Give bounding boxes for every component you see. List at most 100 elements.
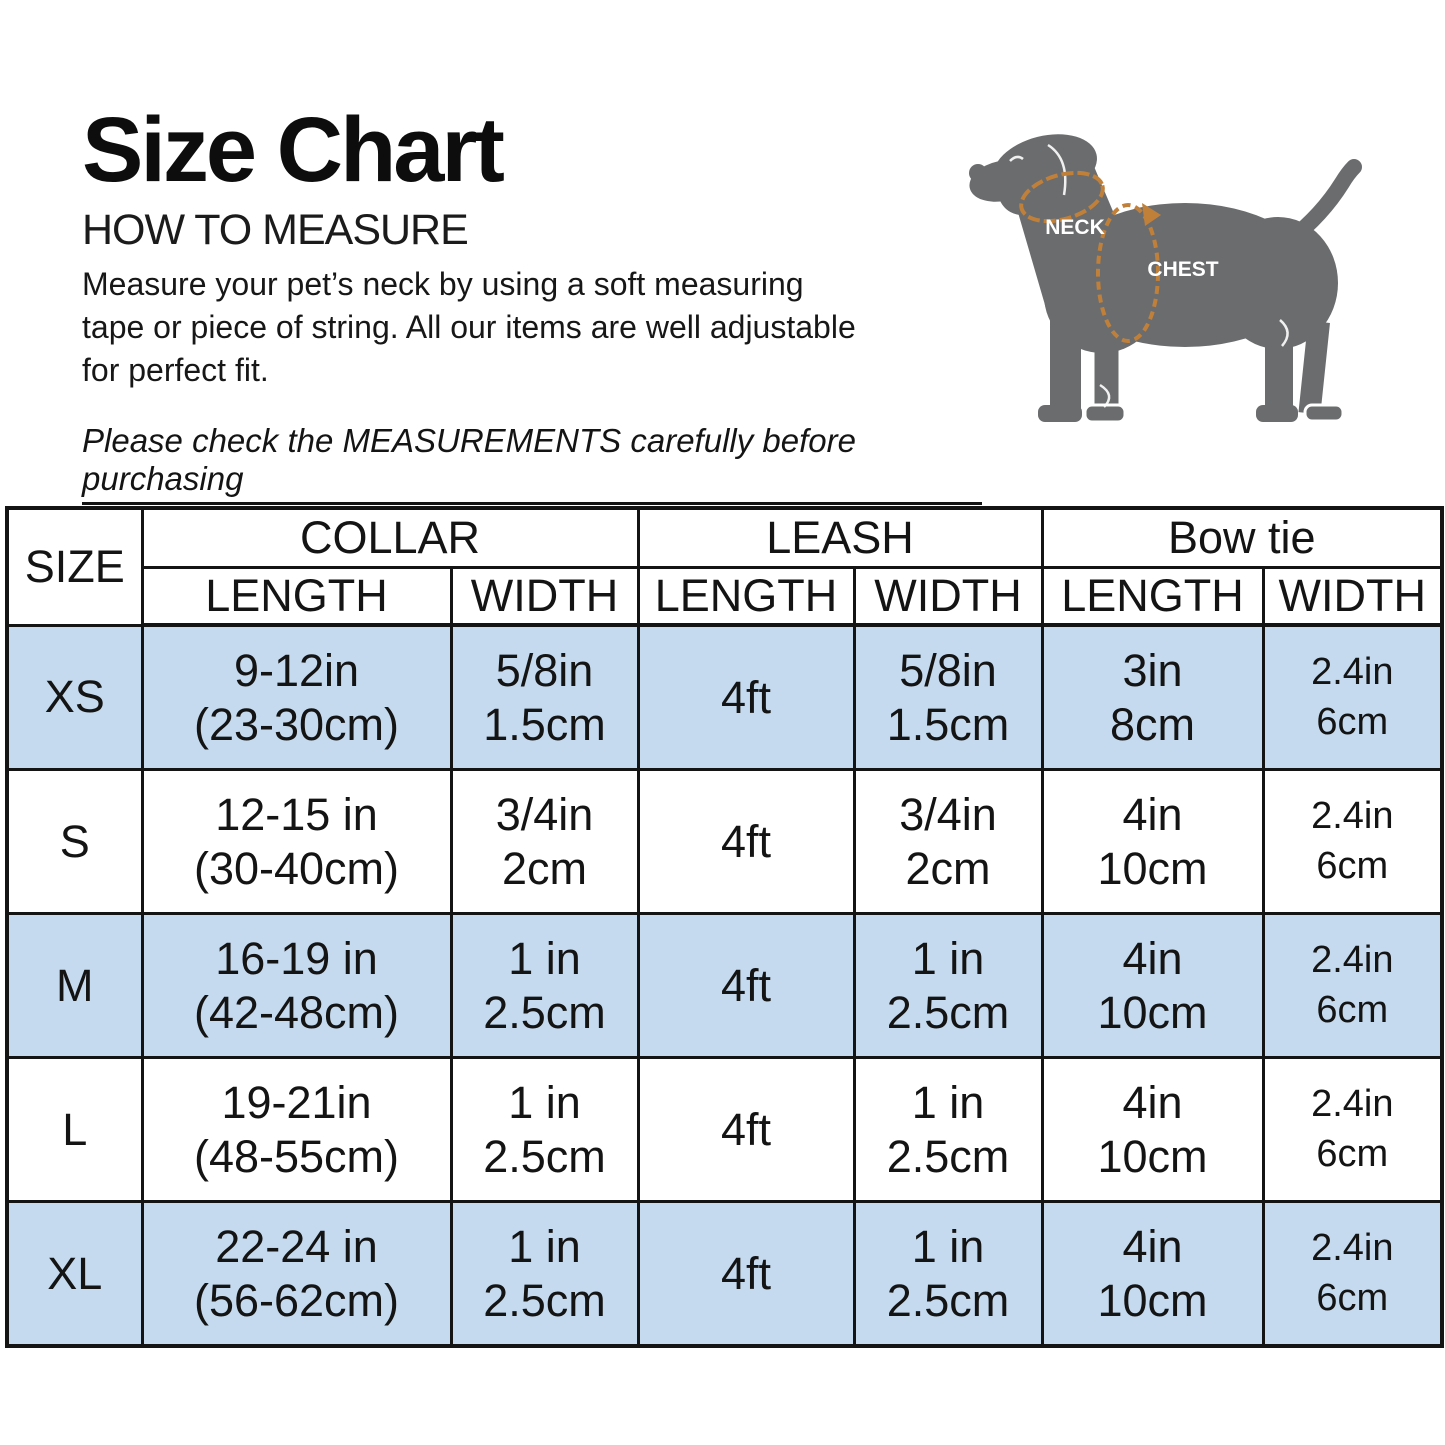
bowtie-width-cell: 2.4in 6cm (1261, 768, 1444, 915)
value-in: 5/8in (899, 644, 997, 696)
header-collar-length: LENGTH (140, 566, 453, 627)
value-in: 3/4in (495, 788, 594, 840)
leash-width-cell: 1 in 2.5cm (852, 1056, 1044, 1203)
collar-width-cell: 5/8in 1.5cm (449, 623, 640, 771)
value-in: 3in (1122, 644, 1183, 696)
size-cell: M (5, 912, 144, 1059)
collar-width-cell: 1 in 2.5cm (449, 1056, 640, 1203)
value-in: 16-19 in (215, 932, 378, 984)
header-bowtie-length: LENGTH (1040, 566, 1265, 627)
leash-width-cell: 5/8in 1.5cm (852, 623, 1044, 771)
table-row-xs: XS 9-12in (23-30cm) 5/8in 1.5cm 4ft 5/8i… (5, 623, 1444, 771)
value-cm: 10cm (1097, 1130, 1208, 1182)
value-in: 3/4in (899, 788, 997, 840)
dog-nose (969, 164, 987, 182)
dog-haunch (1218, 217, 1338, 349)
value-in: 5/8in (495, 644, 594, 696)
dog-front-near-paw (1038, 405, 1082, 422)
value-in: 19-21in (221, 1076, 372, 1128)
measurement-note: Please check the MEASUREMENTS carefully … (82, 422, 982, 505)
dog-front-near-leg (1050, 305, 1081, 417)
bowtie-width-cell: 2.4in 6cm (1261, 1056, 1444, 1203)
bowtie-width-cell: 2.4in 6cm (1261, 623, 1444, 771)
collar-length-cell: 22-24 in (56-62cm) (140, 1200, 453, 1348)
size-cell: L (5, 1056, 144, 1203)
description-line: tape or piece of string. All our items a… (82, 309, 856, 345)
collar-width-cell: 3/4in 2cm (449, 768, 640, 915)
chest-measure-ellipse (1096, 203, 1160, 343)
collar-length-cell: 16-19 in (42-48cm) (140, 912, 453, 1059)
neck-measure-ellipse (1019, 170, 1105, 224)
value-cm: (23-30cm) (193, 698, 400, 750)
header-bowtie-width: WIDTH (1261, 566, 1444, 627)
value-in: 1 in (911, 1220, 985, 1272)
table-header-row-groups: SIZE COLLAR LEASH Bow tie (5, 506, 1444, 627)
value-cm: 2cm (502, 842, 588, 894)
description-line: for perfect fit. (82, 352, 269, 388)
value-in: 1 in (508, 1220, 581, 1272)
leash-width-cell: 1 in 2.5cm (852, 1200, 1044, 1348)
dog-hind-near-leg (1265, 325, 1293, 417)
dog-hind-near-paw (1256, 405, 1298, 422)
value-in: 4in (1122, 932, 1183, 984)
value-cm: 10cm (1097, 1274, 1208, 1326)
header-size: SIZE (5, 506, 144, 627)
dog-eye-line (1009, 155, 1024, 162)
value-in: 1 in (911, 1076, 985, 1128)
value-in: 4in (1122, 1076, 1183, 1128)
measure-arrowhead-icon (1142, 203, 1161, 226)
value-cm: 6cm (1316, 1132, 1389, 1175)
collar-length-cell: 12-15 in (30-40cm) (140, 768, 453, 915)
value-cm: 6cm (1316, 1276, 1389, 1319)
dog-ear-line (1047, 143, 1067, 196)
header-collar: COLLAR (140, 506, 640, 569)
dog-highlight-lines (1009, 143, 1289, 408)
bowtie-length-cell: 3in 8cm (1040, 623, 1265, 771)
dog-leg-highlight (1279, 319, 1289, 347)
dog-silhouette-svg: NECK CHEST (969, 134, 1362, 424)
value-in: 22-24 in (215, 1220, 378, 1272)
value-cm: 6cm (1316, 844, 1389, 887)
collar-length-cell: 19-21in (48-55cm) (140, 1056, 453, 1203)
size-cell: XL (5, 1200, 144, 1348)
value-in: 2.4in (1311, 1227, 1394, 1270)
neck-label: NECK (1045, 216, 1105, 239)
value-cm: 2.5cm (886, 1130, 1010, 1182)
value-cm: 2cm (905, 842, 991, 894)
dog-leg-highlight (1099, 383, 1111, 408)
value-cm: 2.5cm (483, 1274, 606, 1326)
size-table: SIZE COLLAR LEASH Bow tie LENGTH WIDTH L… (5, 506, 1445, 1348)
value-cm: 8cm (1110, 698, 1196, 750)
measuring-loops (1019, 170, 1160, 343)
value-in: 1 in (911, 932, 985, 984)
description-line: Measure your pet’s neck by using a soft … (82, 266, 804, 302)
value-cm: 1.5cm (886, 698, 1010, 750)
value-cm: (42-48cm) (193, 986, 400, 1038)
page-title: Size Chart (82, 99, 505, 201)
dog-hind-far-paw (1303, 403, 1345, 423)
value-cm: (56-62cm) (193, 1274, 400, 1326)
size-cell: XS (5, 623, 144, 771)
table-header-row-measures: LENGTH WIDTH LENGTH WIDTH LENGTH WIDTH (7, 566, 1444, 627)
collar-length-cell: 9-12in (23-30cm) (140, 623, 453, 771)
dog-jaw (998, 167, 1046, 215)
value-cm: 1.5cm (483, 698, 606, 750)
how-to-measure-heading: HOW TO MEASURE (82, 206, 469, 254)
value-in: 2.4in (1311, 651, 1394, 694)
leash-length-cell: 4ft (636, 912, 856, 1059)
value-in: 12-15 in (215, 788, 378, 840)
table-row-m: M 16-19 in (42-48cm) 1 in 2.5cm 4ft 1 in… (5, 912, 1444, 1059)
collar-width-cell: 1 in 2.5cm (449, 1200, 640, 1348)
bowtie-length-cell: 4in 10cm (1040, 1200, 1265, 1348)
value-cm: 2.5cm (483, 1130, 606, 1182)
value-cm: (48-55cm) (193, 1130, 400, 1182)
value-cm: 6cm (1316, 988, 1389, 1031)
header-leash: LEASH (636, 506, 1044, 569)
dog-silhouette (969, 134, 1362, 424)
leash-length-cell: 4ft (636, 768, 856, 915)
table-row-xl: XL 22-24 in (56-62cm) 1 in 2.5cm 4ft 1 i… (5, 1200, 1444, 1348)
value-in: 2.4in (1311, 1083, 1394, 1126)
size-cell: S (5, 768, 144, 915)
value-in: 4in (1122, 1220, 1183, 1272)
